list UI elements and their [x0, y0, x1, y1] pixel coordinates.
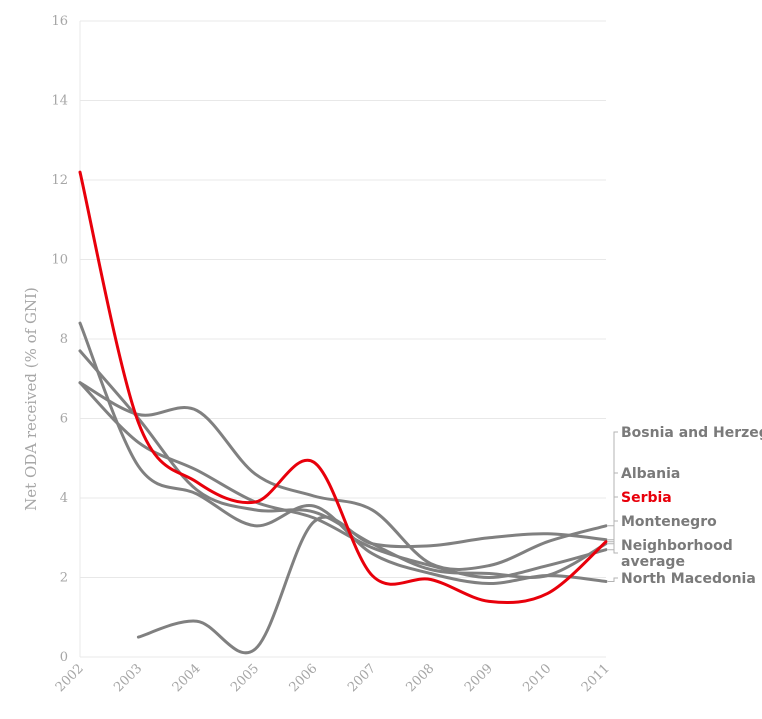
x-tick-label: 2007: [345, 661, 379, 695]
label-connector: [608, 472, 618, 551]
series-label: Montenegro: [621, 514, 717, 530]
x-tick-label: 2008: [403, 661, 437, 695]
x-tick-label: 2005: [228, 661, 262, 695]
series-line-montenegro: [136, 515, 608, 655]
label-connector: [608, 496, 618, 543]
y-tick-label: 6: [60, 412, 68, 427]
y-tick-label: 12: [51, 173, 68, 188]
series-line-north-macedonia: [78, 321, 608, 586]
series-label: Serbia: [621, 490, 672, 506]
series-label: average: [621, 554, 685, 570]
series-label: Albania: [621, 466, 680, 482]
label-connector: [608, 520, 618, 541]
series-label: Neighborhood: [621, 538, 733, 554]
y-tick-label: 4: [60, 491, 68, 506]
series-lines: [78, 170, 608, 655]
label-connector: [608, 543, 618, 554]
x-tick-label: 2009: [462, 661, 496, 695]
y-tick-label: 16: [51, 14, 68, 29]
series-line-bosnia-and-herzegovina: [78, 381, 608, 571]
series-label: Bosnia and Herzegovina: [621, 425, 762, 441]
y-tick-label: 0: [60, 650, 68, 665]
y-tick-labels: 0 2 4 6 8 10 12 14 16: [51, 14, 68, 665]
y-tick-label: 8: [60, 332, 68, 347]
x-tick-label: 2003: [111, 661, 145, 695]
y-tick-label: 10: [51, 253, 68, 268]
y-axis-title: Net ODA received (% of GNI): [22, 287, 40, 511]
y-tick-label: 2: [60, 571, 68, 586]
label-connector: [608, 431, 618, 527]
x-tick-label: 2002: [53, 661, 87, 695]
y-tick-label: 14: [51, 94, 68, 109]
x-tick-label: 2010: [520, 661, 554, 695]
series-line-serbia: [78, 170, 608, 605]
series-labels: Bosnia and Herzegovina Albania Serbia Monte…: [608, 425, 762, 587]
series-label: North Macedonia: [621, 571, 756, 587]
series-line-neighborhood-average: [78, 349, 608, 579]
x-tick-label: 2011: [579, 661, 613, 695]
x-tick-label: 2006: [287, 661, 321, 695]
x-tick-label: 2004: [170, 661, 204, 695]
gridlines: [79, 20, 606, 658]
label-connector: [608, 577, 618, 582]
x-tick-labels: 2002 2003 2004 2005 2006 2007 2008 2009 2010 2011: [53, 661, 613, 695]
